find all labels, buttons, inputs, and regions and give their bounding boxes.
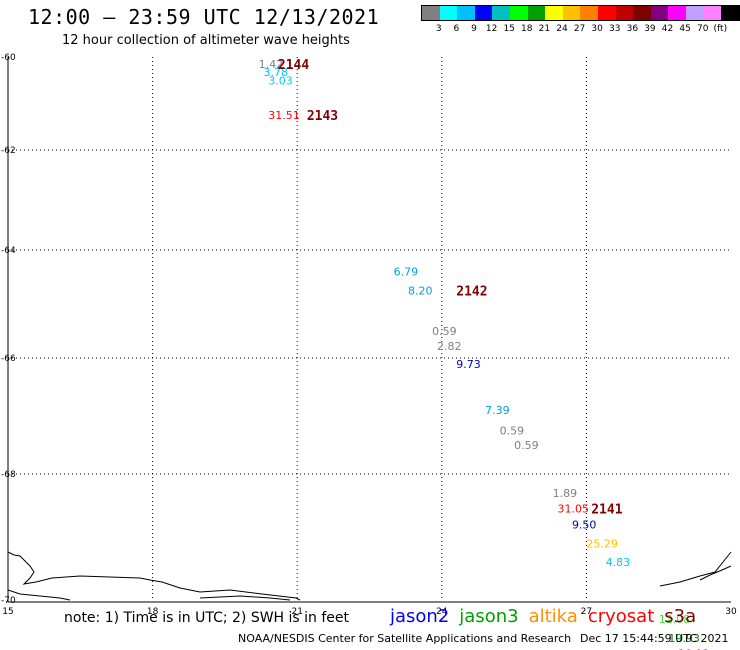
wave-height-label: 6.79 [394,266,419,279]
wave-height-label: 3.78 [263,66,288,79]
latitude-tick-label: -66 [1,354,16,364]
legend-swatch [492,6,510,20]
pass-number-label: 2144 [278,58,309,73]
legend-swatch [703,6,722,20]
wave-height-label: 10.92 [678,648,710,650]
legend-label: 24 [556,24,568,34]
legend-swatch [439,6,458,20]
legend-swatch [457,6,475,20]
satellite-legend: jason2 jason3 altika cryosat s3a [390,606,706,627]
legend-swatch [668,6,686,20]
legend-label: 21 [538,24,551,34]
longitude-tick-label: 15 [2,607,13,617]
coastline [659,551,732,587]
legend-swatch [562,6,581,20]
coastline [7,589,71,601]
wave-height-label: 4.83 [606,556,631,569]
wave-height-label: 3.03 [268,74,293,87]
wave-height-label: 0.59 [514,439,539,452]
legend-label: 33 [609,24,621,34]
wave-height-label: 1.42 [259,58,284,71]
legend-label: 6 [453,24,460,34]
wave-height-label: 1.89 [553,487,578,500]
longitude-tick-label: 24 [436,607,448,617]
coastline [699,565,732,581]
wave-height-label: 0.59 [432,325,457,338]
latitude-tick-label: -70 [1,596,16,606]
longitude-tick-label: 18 [147,607,159,617]
wave-height-label: 19.93 [668,632,700,645]
wave-height-label: 31.51 [268,109,300,122]
pass-number-label: 2142 [456,285,487,300]
wave-height-label: 12.08 [659,613,691,626]
wave-height-label: 8.20 [408,285,433,298]
latitude-tick-label: -64 [1,246,16,256]
legend-unit: (ft) [713,24,728,34]
longitude-tick-label: 27 [581,607,592,617]
wave-height-label: 31.05 [557,503,589,516]
longitude-tick-label: 21 [291,607,302,617]
satellite-name: cryosat [587,606,655,627]
satellite-name: jason3 [459,606,519,627]
legend-swatches [421,5,740,21]
page-title: 12:00 – 23:59 UTC 12/13/2021 [28,5,380,29]
legend-label: 27 [573,24,586,34]
page-subtitle: 12 hour collection of altimeter wave hei… [62,33,350,48]
longitude-tick-label: 30 [725,607,737,617]
legend-swatch [527,6,546,20]
wave-height-label: 2.82 [437,340,462,353]
legend-label: 30 [591,24,603,34]
legend-label: 42 [661,24,674,34]
legend-swatch [650,6,669,20]
legend-label: 36 [626,24,639,34]
legend-labels: 3 6 9 12 15 18 21 24 27 30 33 36 39 42 45 70 (ft) [430,24,740,34]
credit-text: NOAA/NESDIS Center for Satellite Applica… [238,632,572,645]
wave-height-color-legend: 3 6 9 12 15 18 21 24 27 30 33 36 39 42 45 70 (ft) [421,5,740,34]
wave-height-label: 25.29 [586,537,618,550]
latitude-tick-label: -62 [1,146,16,156]
latitude-tick-label: -68 [1,470,16,480]
satellite-name: s3a [664,606,697,627]
generated-timestamp: Dec 17 15:44:59 UTC 2021 [580,632,729,645]
legend-label: 15 [503,24,515,34]
legend-label: 18 [521,24,533,34]
legend-label: 39 [644,24,656,34]
legend-swatch [509,6,528,20]
legend-swatch [597,6,616,20]
legend-swatch [721,6,739,20]
coastline [199,595,291,601]
legend-label: 3 [435,24,442,34]
pass-number-label: 2141 [591,503,622,518]
coastline [7,551,301,601]
legend-swatch [633,6,651,20]
legend-label: 45 [679,24,691,34]
satellite-name: jason2 [390,606,450,627]
footer-note: note: 1) Time is in UTC; 2) SWH is in fe… [64,610,350,626]
legend-label: 9 [471,24,477,34]
legend-swatch [545,6,563,20]
latitude-tick-label: -60 [1,53,16,63]
legend-label: 12 [485,24,498,34]
satellite-name: altika [528,606,578,627]
legend-swatch [422,6,440,20]
wave-height-label: 9.73 [456,358,481,371]
wave-height-label: 7.39 [485,404,510,417]
legend-swatch [474,6,493,20]
legend-swatch [615,6,634,20]
pass-number-label: 2143 [307,109,338,124]
legend-swatch [685,6,704,20]
wave-height-label: 0.59 [500,425,525,438]
legend-label: 70 [696,24,709,34]
legend-swatch [580,6,598,20]
wave-height-label: 9.50 [572,518,597,531]
